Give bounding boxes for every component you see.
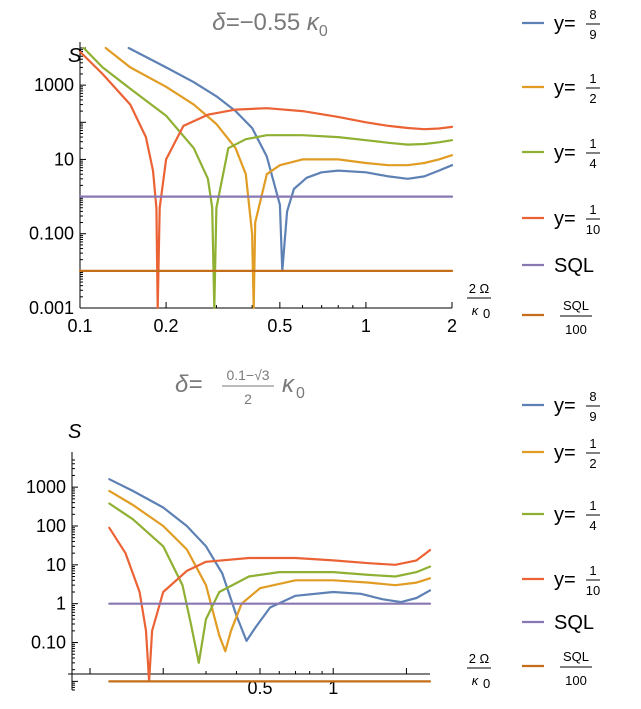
y-tick-label: 1000 (34, 75, 74, 95)
title-text: δ=−0.55 κ0 (212, 9, 328, 40)
legend-label: SQL (554, 255, 594, 277)
legend-label-prefix: y= (554, 142, 576, 164)
x-label-denominator: κ (472, 303, 480, 318)
legend-label-prefix: y= (554, 395, 576, 417)
series-line-1 (108, 478, 432, 642)
y-tick-label: 0.10 (31, 633, 66, 653)
legend-label-denominator: 4 (589, 156, 596, 171)
legend: y= 8 9 y= 1 2 y= 1 4 y= 1 10 SQL SQL 100 (522, 389, 600, 688)
legend-entry: SQL 100 (522, 298, 592, 337)
legend-label-denominator: 10 (586, 222, 600, 237)
legend-entry: y= 8 9 (522, 7, 600, 42)
legend-label-denominator: 2 (589, 456, 596, 471)
legend-entry: y= 1 4 (522, 498, 600, 533)
legend-entry: SQL (522, 255, 594, 277)
y-tick-label: 10 (46, 555, 66, 575)
y-tick-label: 100 (36, 516, 66, 536)
legend-label-denominator: 9 (589, 27, 596, 42)
x-tick-label: 0.5 (247, 678, 272, 698)
y-axis-label: S (68, 421, 82, 443)
x-label-subscript: 0 (483, 306, 490, 321)
series-line-4 (78, 50, 454, 310)
x-label-denominator: κ (472, 673, 480, 688)
legend-label-prefix: y= (554, 13, 576, 35)
legend-label-prefix: y= (554, 569, 576, 591)
y-tick-label: 1000 (26, 477, 66, 497)
title-denominator: 2 (244, 391, 252, 407)
series-line-3 (108, 502, 432, 664)
legend-label-denominator: 10 (586, 583, 600, 598)
y-tick-label: 1 (56, 594, 66, 614)
series-line-2 (104, 46, 454, 310)
legend-entry: y= 8 9 (522, 389, 600, 424)
y-tick-label: 0.100 (29, 224, 74, 244)
series-line-2 (108, 489, 432, 653)
legend-entry: y= 1 10 (522, 563, 600, 598)
series-line-1 (127, 46, 454, 272)
x-tick-label: 0.1 (67, 316, 92, 336)
legend-entry: SQL (522, 612, 594, 634)
legend-label-numerator: 1 (589, 71, 596, 86)
legend-label-numerator: 8 (589, 7, 596, 22)
legend-label-denominator: 9 (589, 409, 596, 424)
legend-label-numerator: 1 (589, 563, 596, 578)
x-tick-label: 2 (447, 316, 457, 336)
legend-label-denominator: 100 (565, 673, 587, 688)
legend-label-denominator: 100 (565, 322, 587, 337)
series-line-3 (82, 46, 454, 310)
series-line-4 (108, 526, 432, 683)
legend-label-denominator: 4 (589, 518, 596, 533)
legend-label-prefix: y= (554, 77, 576, 99)
legend-label-prefix: y= (554, 208, 576, 230)
legend-entry: y= 1 10 (522, 202, 600, 237)
legend-entry: y= 1 2 (522, 71, 600, 106)
x-label-numerator: 2 Ω (469, 281, 490, 296)
x-tick-label: 1 (328, 678, 338, 698)
legend-label-prefix: y= (554, 504, 576, 526)
legend-entry: SQL 100 (522, 649, 592, 688)
legend-label-numerator: 1 (589, 136, 596, 151)
title-prefix: δ= (175, 371, 202, 398)
axes: 0.001 0.100 10 1000 0.1 0.2 0.5 1 2 (29, 42, 457, 336)
y-tick-label: 10 (54, 149, 74, 169)
legend-label-numerator: SQL (563, 298, 589, 313)
legend-entry: y= 1 4 (522, 136, 600, 171)
legend: y= 8 9 y= 1 2 y= 1 4 y= 1 10 SQL SQL 100 (522, 7, 600, 337)
x-axis-label: 2 Ω κ 0 (467, 651, 491, 691)
legend-label-numerator: 8 (589, 389, 596, 404)
chart-title: δ= 0.1−√3 2 κ 0 (175, 367, 305, 407)
x-label-subscript: 0 (483, 676, 490, 691)
legend-entry: y= 1 2 (522, 436, 600, 471)
x-label-numerator: 2 Ω (469, 651, 490, 666)
legend-label-prefix: y= (554, 442, 576, 464)
axes: 0.10 1 10 100 1000 0.5 1 (26, 452, 430, 698)
chart-title: δ=−0.55 κ0 (212, 9, 328, 40)
x-axis-label: 2 Ω κ 0 (467, 281, 491, 321)
title-unit: κ (282, 371, 296, 398)
legend-label-numerator: 1 (589, 498, 596, 513)
legend-label: SQL (554, 612, 594, 634)
legend-label-denominator: 2 (589, 91, 596, 106)
legend-label-numerator: SQL (563, 649, 589, 664)
legend-label-numerator: 1 (589, 436, 596, 451)
legend-label-numerator: 1 (589, 202, 596, 217)
x-tick-label: 0.5 (267, 316, 292, 336)
x-tick-label: 1 (361, 316, 371, 336)
title-numerator: 0.1−√3 (226, 367, 269, 383)
y-tick-label: 0.001 (29, 298, 74, 318)
title-subscript: 0 (296, 385, 305, 402)
x-tick-label: 0.2 (154, 316, 179, 336)
y-axis-label: S (68, 45, 82, 67)
